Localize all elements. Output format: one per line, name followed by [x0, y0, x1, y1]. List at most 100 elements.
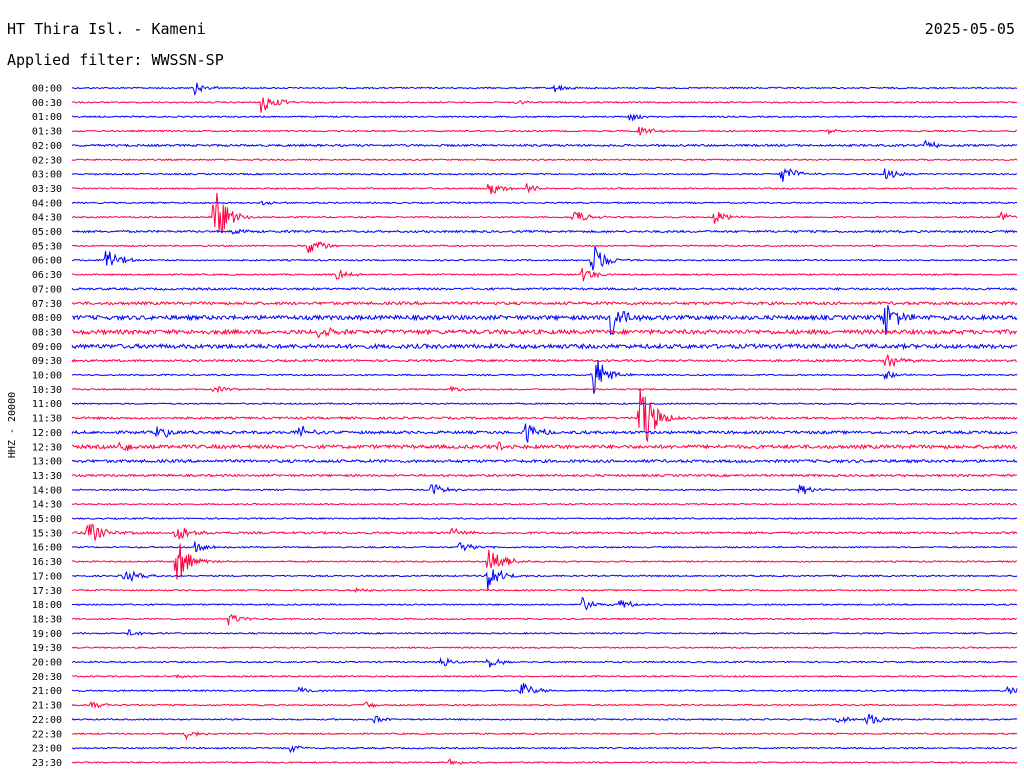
trace-row-0100 [71, 113, 1018, 122]
trace-row-0930 [71, 354, 1018, 368]
trace-row-1300 [71, 458, 1018, 464]
row-label: 15:00 [32, 514, 62, 525]
trace-row-0700 [71, 286, 1018, 291]
trace-row-0300 [71, 167, 1018, 182]
row-label: 02:30 [32, 155, 62, 166]
row-label: 19:00 [32, 629, 62, 640]
trace-row-2030 [71, 673, 1018, 679]
row-labels: 00:00 00:30 01:00 01:30 02:00 02:30 03:00 03:30… [32, 84, 62, 769]
row-label: 03:00 [32, 170, 62, 181]
row-label: 14:00 [32, 485, 62, 496]
trace-row-2230 [71, 730, 1018, 741]
row-label: 06:00 [32, 256, 62, 267]
trace-row-1630 [71, 543, 1018, 580]
trace-row-1900 [71, 629, 1018, 636]
trace-row-0000 [71, 82, 1018, 96]
row-label: 13:00 [32, 457, 62, 468]
row-label: 08:30 [32, 327, 62, 338]
row-label: 05:00 [32, 227, 62, 238]
trace-row-1430 [71, 502, 1017, 506]
row-label: 11:30 [32, 414, 62, 425]
trace-row-1400 [71, 483, 1018, 495]
trace-row-1800 [72, 596, 1017, 611]
trace-row-0800 [71, 305, 1018, 336]
trace-row-1500 [72, 517, 1018, 520]
trace-row-2000 [71, 657, 1018, 668]
row-label: 07:30 [32, 299, 62, 310]
trace-row-0730 [71, 300, 1018, 306]
row-label: 22:30 [32, 729, 62, 740]
row-label: 22:00 [32, 715, 62, 726]
trace-row-1230 [71, 441, 1018, 451]
row-label: 21:30 [32, 701, 62, 712]
seismic-traces [71, 82, 1018, 766]
trace-row-1200 [71, 423, 1018, 443]
trace-row-0030 [71, 97, 1018, 113]
row-label: 08:00 [32, 313, 62, 324]
row-label: 02:00 [32, 141, 62, 152]
trace-row-0130 [71, 126, 1017, 136]
trace-row-2300 [71, 745, 1018, 754]
row-label: 00:30 [32, 98, 62, 109]
trace-row-2200 [71, 713, 1018, 726]
row-label: 12:30 [32, 442, 62, 453]
trace-row-0430 [71, 192, 1018, 234]
row-label: 23:00 [32, 744, 62, 755]
row-label: 19:30 [32, 643, 62, 654]
trace-row-1700 [71, 569, 1018, 590]
row-label: 07:00 [32, 284, 62, 295]
row-label: 18:00 [32, 600, 62, 611]
row-label: 17:00 [32, 571, 62, 582]
row-label: 10:00 [32, 371, 62, 382]
row-label: 10:30 [32, 385, 62, 396]
trace-row-1730 [71, 586, 1018, 594]
row-label: 12:00 [32, 428, 62, 439]
row-label: 04:00 [32, 198, 62, 209]
row-label: 16:30 [32, 557, 62, 568]
row-label: 21:00 [32, 686, 62, 697]
trace-row-0230 [71, 158, 1018, 162]
row-label: 17:30 [32, 586, 62, 597]
row-label: 04:30 [32, 213, 62, 224]
trace-row-1930 [71, 646, 1017, 650]
trace-row-1000 [71, 360, 1018, 395]
row-label: 09:00 [32, 342, 62, 353]
trace-row-1830 [71, 614, 1018, 626]
row-label: 11:00 [32, 399, 62, 410]
trace-row-1100 [71, 402, 1018, 406]
trace-row-0530 [71, 240, 1018, 254]
row-label: 06:30 [32, 270, 62, 281]
trace-row-2130 [71, 700, 1018, 710]
filter-label: Applied filter: WWSSN-SP [7, 51, 224, 69]
y-axis-label: HHZ - 20000 [7, 392, 18, 458]
trace-row-1030 [71, 385, 1018, 394]
row-label: 01:00 [32, 112, 62, 123]
row-label: 20:30 [32, 672, 62, 683]
trace-row-0900 [71, 342, 1018, 351]
row-label: 20:00 [32, 658, 62, 669]
row-label: 14:30 [32, 500, 62, 511]
row-label: 23:30 [32, 758, 62, 769]
trace-row-2100 [71, 683, 1018, 695]
row-label: 16:00 [32, 543, 62, 554]
trace-row-1600 [71, 541, 1017, 553]
row-label: 09:30 [32, 356, 62, 367]
row-label: 13:30 [32, 471, 62, 482]
trace-row-1130 [71, 388, 1018, 442]
date-label: 2025-05-05 [924, 20, 1015, 38]
row-label: 05:30 [32, 241, 62, 252]
trace-row-0600 [71, 246, 1018, 271]
trace-row-1330 [71, 473, 1018, 478]
trace-row-0400 [71, 200, 1018, 206]
trace-row-0830 [71, 326, 1018, 339]
trace-row-0200 [71, 139, 1018, 149]
trace-row-0500 [71, 228, 1018, 235]
trace-row-1530 [71, 523, 1018, 541]
trace-row-0630 [72, 267, 1018, 282]
station-title: HT Thira Isl. - Kameni [7, 20, 206, 38]
row-label: 15:30 [32, 528, 62, 539]
trace-row-0330 [71, 183, 1018, 195]
row-label: 18:30 [32, 614, 62, 625]
trace-row-2330 [71, 758, 1018, 766]
